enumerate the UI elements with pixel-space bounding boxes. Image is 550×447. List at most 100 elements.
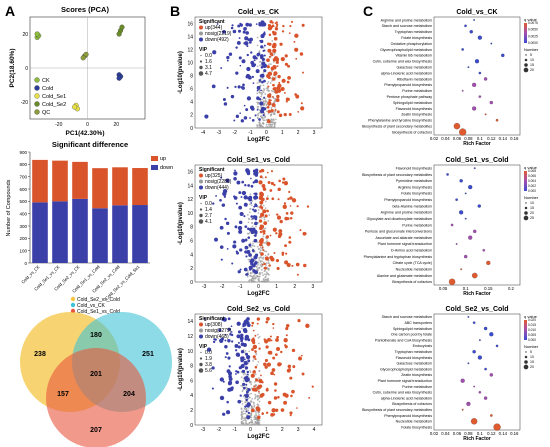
volcano-point-up <box>259 195 264 199</box>
volcano-point-up <box>267 171 269 174</box>
volcano-point-nosig <box>261 89 264 92</box>
volcano-xtick: -3 <box>217 130 222 136</box>
volcano-point-up <box>272 65 277 70</box>
volcano-point-down <box>254 168 259 172</box>
volcano-point-nosig <box>242 395 245 398</box>
volcano-point-down <box>235 71 239 75</box>
volcano-point-nosig <box>257 108 260 111</box>
volcano-point-up <box>286 80 290 84</box>
volcano-point-down <box>243 202 248 207</box>
volcano-point-nosig <box>264 273 266 276</box>
kegg-qvalue-tick: 0.006 <box>528 174 536 178</box>
volcano-point-up <box>263 232 266 235</box>
volcano-ytick: 8 <box>190 74 193 80</box>
volcano-point-up <box>259 393 264 398</box>
volcano-point-down <box>245 398 248 402</box>
kegg-point <box>471 272 478 279</box>
volcano-point-down <box>243 386 246 390</box>
volcano-ytick: 16 <box>187 21 193 27</box>
volcano-point-down <box>220 337 225 341</box>
volcano-point-down <box>259 54 264 58</box>
volcano-point-down <box>212 50 217 55</box>
volcano-point-down <box>241 86 245 90</box>
volcano-point-nosig <box>273 53 276 56</box>
volcano-point-up <box>277 234 282 239</box>
volcano-point-down <box>250 51 253 54</box>
volcano-point-up <box>291 348 296 353</box>
volcano-chart-3: Cold_Se2_vs_Cold-3 -2 -1 0 1 2 3 402468101214Lo… <box>178 306 323 440</box>
volcano-point-up <box>277 395 280 399</box>
volcano-point-nosig <box>249 193 252 196</box>
volcano-point-down <box>222 29 226 34</box>
volcano-point-nosig <box>245 423 248 426</box>
volcano-point-down <box>232 29 237 34</box>
volcano-point-nosig <box>260 265 263 268</box>
volcano-point-down <box>258 22 261 25</box>
volcano-point-down <box>246 323 251 328</box>
volcano-point-up <box>270 109 274 113</box>
kegg-xtick: 0.08 <box>464 431 473 436</box>
volcano-point-down <box>248 253 252 257</box>
volcano-point-down <box>262 22 267 27</box>
volcano-point-down <box>252 55 257 60</box>
volcano-frame <box>194 164 323 283</box>
volcano-ylabel: -Log10(pvalue) <box>178 202 184 245</box>
volcano-point-nosig <box>264 254 267 257</box>
volcano-point-down <box>238 37 241 40</box>
volcano-point-nosig <box>267 90 270 92</box>
kegg-chart-1: Cold_vs_CK Arginine and proline metabolis… <box>362 9 539 147</box>
volcano-vip-marker <box>199 208 203 211</box>
volcano-point-nosig <box>265 278 268 281</box>
kegg-pathway-label: Tryptophan metabolism <box>395 350 432 354</box>
volcano-point-up <box>271 21 274 24</box>
volcano-point-down <box>246 53 249 57</box>
volcano-point-nosig <box>251 421 254 424</box>
volcano-point-down <box>254 192 258 196</box>
volcano-point-nosig <box>254 396 257 399</box>
volcano-legend-label: up(308) <box>205 322 223 328</box>
volcano-point-down <box>248 265 253 270</box>
volcano-legend-marker <box>199 173 203 178</box>
volcano-chart-2: Cold_Se1_vs_Cold-3 -2 -1 0 1 2 30246810121416L… <box>178 157 323 297</box>
volcano-point-up <box>274 353 278 356</box>
venn-diagram: Cold_Se2_vs_ColdCold_vs_CKCold_Se1_vs_Co… <box>20 296 172 447</box>
volcano-point-nosig <box>272 101 275 104</box>
volcano-point-up <box>281 181 285 184</box>
kegg-pathway-label: Biosynthesis of plant secondary metaboli… <box>362 408 432 412</box>
volcano-point-down <box>250 177 252 180</box>
volcano-point-down <box>224 345 228 349</box>
pca-xtick: -20 <box>55 122 62 128</box>
kegg-number-label: 5 <box>530 53 532 57</box>
volcano-point-nosig <box>250 257 253 259</box>
kegg-point <box>477 35 482 40</box>
kegg-pathway-label: Plant hormone signal transduction <box>378 242 432 246</box>
kegg-number-title: Number <box>524 47 539 52</box>
volcano-point-down <box>227 381 232 386</box>
kegg-number-marker <box>525 202 527 204</box>
volcano-point-nosig <box>262 204 265 207</box>
volcano-point-down <box>244 336 249 341</box>
kegg-point <box>489 332 494 337</box>
volcano-point-up <box>274 57 277 60</box>
volcano-point-down <box>240 119 244 123</box>
volcano-point-nosig <box>253 423 256 426</box>
volcano-point-nosig <box>244 412 247 415</box>
volcano-point-down <box>230 94 235 99</box>
volcano-point-down <box>211 84 216 89</box>
volcano-point-up <box>297 319 301 323</box>
kegg-pathway-label: alpha-Linolenic acid metabolism <box>381 396 432 400</box>
volcano-point-down <box>214 237 218 242</box>
volcano-point-nosig <box>248 350 251 353</box>
volcano-point-up <box>273 45 277 49</box>
volcano-legend-title: Significant <box>199 167 225 173</box>
volcano-title: Cold_Se1_vs_Cold <box>227 157 290 164</box>
volcano-point-up <box>265 388 269 392</box>
pca-ylabel: PC2(18.60%) <box>9 48 16 87</box>
kegg-qvalue-title: q value <box>524 314 538 319</box>
sigdiff-bar-up <box>32 159 48 203</box>
volcano-point-nosig <box>261 77 264 80</box>
sigdiff-bar-up <box>112 167 128 206</box>
kegg-point <box>467 362 470 365</box>
kegg-point <box>450 223 454 227</box>
volcano-point-up <box>263 266 267 270</box>
